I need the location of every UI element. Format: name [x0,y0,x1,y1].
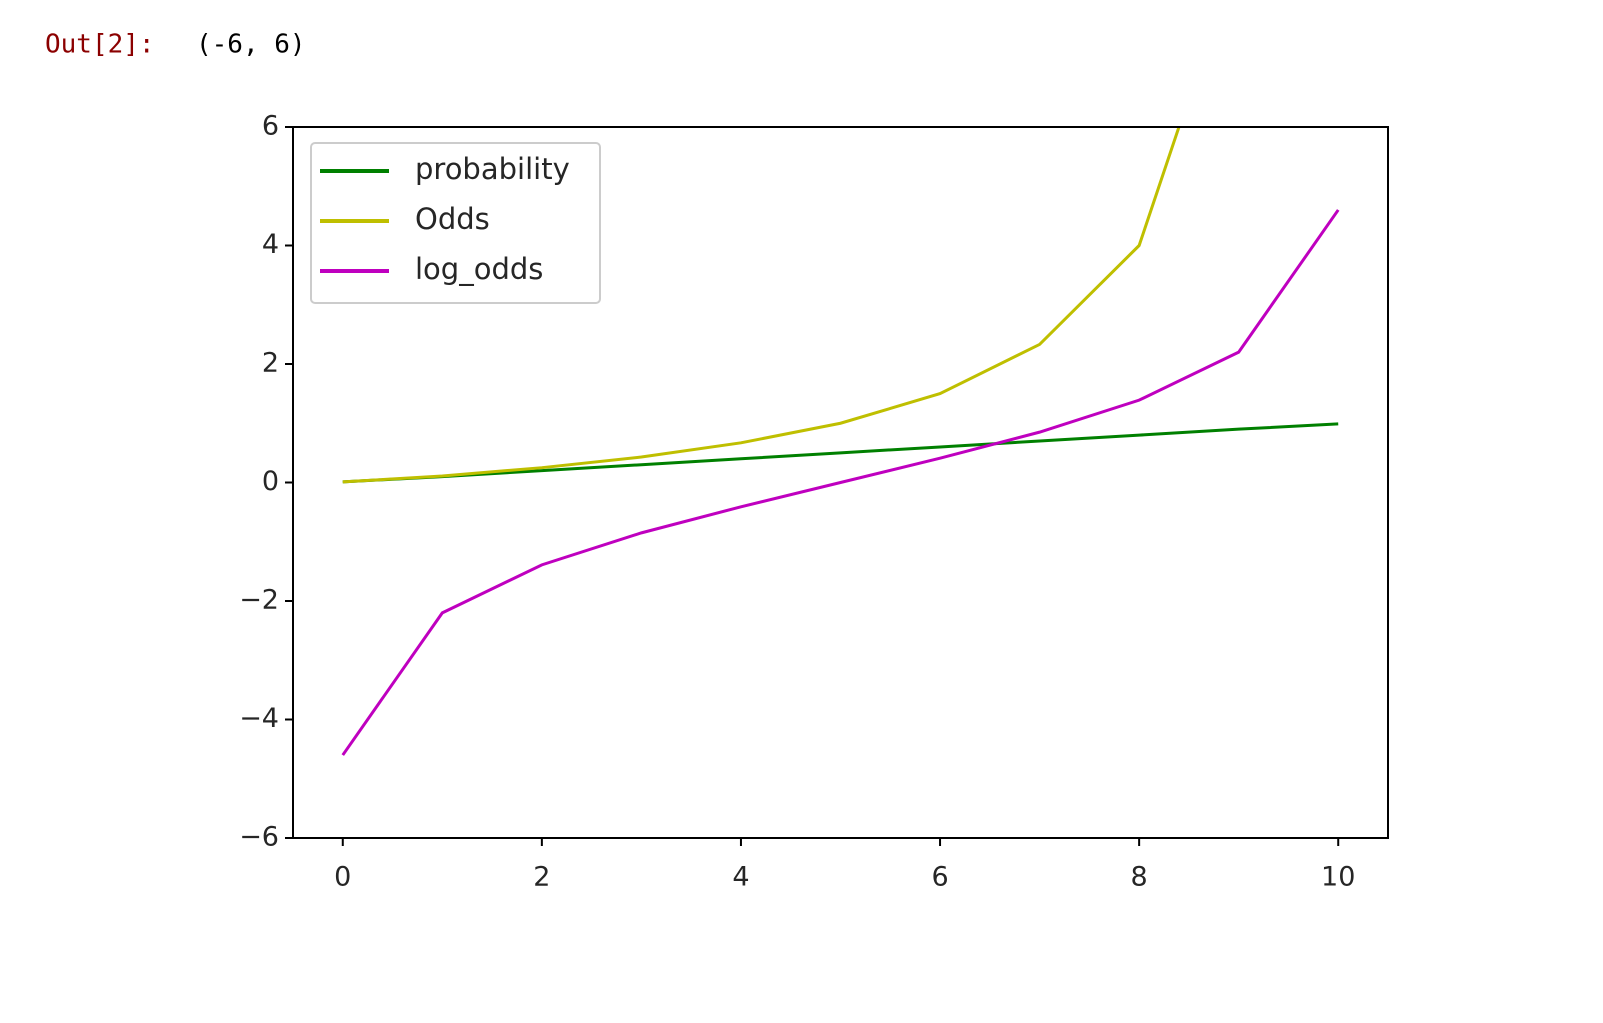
series-line [341,209,1340,756]
plot-area [341,127,1340,756]
legend-label: probability [415,152,570,186]
x-tick-label: 4 [732,862,749,893]
x-tick-label: 2 [533,862,550,893]
y-tick-label: 4 [262,229,279,260]
output-text: (-6, 6) [196,30,306,60]
y-tick-label: −2 [239,585,279,616]
y-tick-label: 6 [262,111,279,142]
x-tick-label: 6 [931,862,948,893]
series-line [342,422,1339,484]
legend-label: log_odds [415,252,543,286]
x-tick-label: 10 [1321,862,1355,893]
output-prompt: Out[2]: [45,30,155,60]
y-tick-label: 0 [262,466,279,497]
series-line [342,127,1181,484]
x-tick-label: 0 [334,862,351,893]
y-tick-label: −6 [239,822,279,853]
y-tick-label: −4 [239,703,279,734]
legend-box [310,142,601,304]
y-tick-label: 2 [262,348,279,379]
legend-label: Odds [415,202,490,236]
x-tick-label: 8 [1131,862,1148,893]
